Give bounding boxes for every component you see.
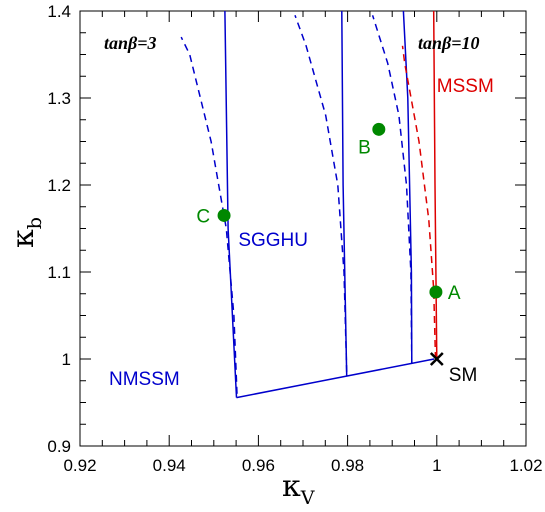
nmssm-solid-curve-3 [402, 10, 413, 364]
mssm-dashed-curve-8 [401, 45, 437, 360]
nmssm-solid-curve-1 [236, 358, 435, 399]
ticks [79, 10, 527, 447]
points: A B C SM [196, 122, 478, 386]
point-label-c: C [196, 206, 210, 227]
annotation-mssm: MSSM [437, 76, 494, 97]
y-tick-label: 1 [62, 350, 71, 369]
x-axis-label-sub: V [300, 487, 315, 509]
point-a [429, 285, 443, 299]
x-axis-label-main: κ [282, 469, 301, 504]
nmssm-dashed-curve-6 [371, 15, 413, 364]
nmssm-dashed-curve-4 [180, 36, 238, 394]
tick-labels: 0.92 0.94 0.96 0.98 1 1.02 0.9 1 1.1 1.2 1.3 1.4 [47, 2, 542, 475]
y-tick-label: 1.2 [47, 176, 71, 195]
y-tick-label: 1.1 [47, 263, 71, 282]
sm-marker [429, 352, 444, 366]
annotation-sgghu: SGGHU [238, 230, 308, 251]
point-label-a: A [448, 283, 461, 304]
y-tick-label: 1.4 [47, 2, 71, 21]
y-axis-label: κb [6, 217, 46, 248]
sm-label: SM [449, 365, 478, 386]
x-tick-label: 0.96 [242, 456, 275, 475]
point-c [217, 208, 231, 222]
sm-cross-b [429, 352, 444, 366]
nmssm-solid-curve-2 [341, 10, 348, 376]
point-label-b: B [358, 137, 371, 158]
x-tick-label: 0.92 [63, 456, 96, 475]
y-tick-label: 1.3 [47, 89, 71, 108]
y-axis-label-main: κ [6, 229, 41, 248]
corner-label-right: tanβ=10 [418, 33, 480, 53]
x-tick-label: 1.02 [509, 456, 542, 475]
nmssm-dashed-curve-5 [294, 15, 348, 373]
annotations: MSSM SGGHU NMSSM [109, 76, 494, 390]
x-tick-label: 1 [432, 456, 441, 475]
y-axis-label-sub: b [24, 217, 46, 229]
annotation-nmssm: NMSSM [109, 369, 180, 390]
mssm-solid-curve-7 [432, 10, 438, 360]
y-tick-label: 0.9 [47, 437, 71, 456]
x-tick-label: 0.94 [153, 456, 186, 475]
x-axis-label: κV [282, 469, 315, 509]
curves [180, 10, 438, 399]
point-b [372, 122, 386, 136]
corner-label-left: tanβ=3 [104, 33, 157, 53]
x-tick-label: 0.98 [331, 456, 364, 475]
nmssm-solid-curve-0 [224, 10, 238, 398]
